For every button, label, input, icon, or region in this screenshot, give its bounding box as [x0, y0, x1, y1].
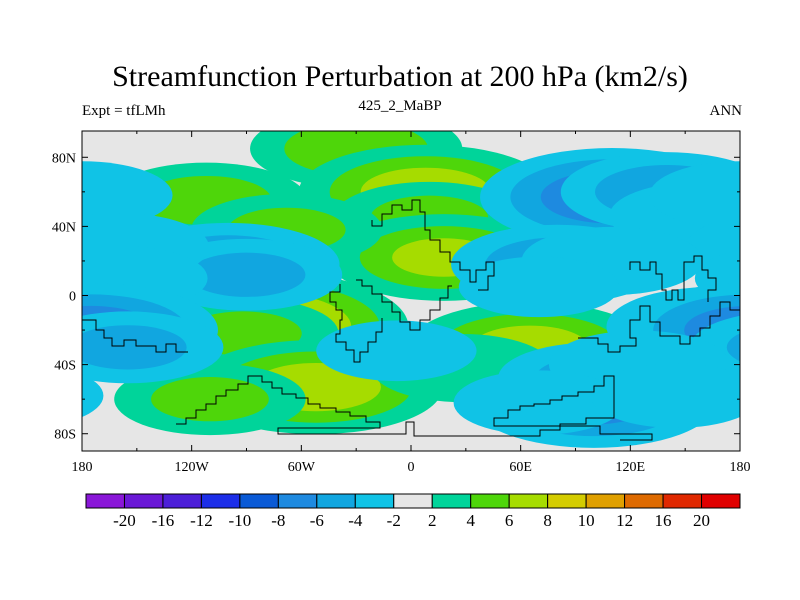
coastline-africa	[356, 279, 452, 331]
x-tick-label: 60W	[288, 460, 316, 475]
season-label: ANN	[709, 103, 743, 119]
colorbar-label: -12	[190, 511, 213, 530]
coastline-antarctica	[176, 375, 653, 441]
contour-band	[82, 161, 173, 230]
coastline-asia	[629, 255, 717, 302]
colorbar: -20 -16 -12 -10 -8 -6 -4 -2 2 4 6 8 10 12 16 20	[85, 493, 741, 530]
contour-band	[590, 363, 740, 428]
colorbar-box	[547, 493, 587, 509]
x-tick-label: 120W	[175, 460, 210, 475]
coastlines	[82, 199, 740, 441]
colorbar-box	[200, 493, 241, 509]
x-tick-label: 180	[730, 460, 751, 475]
colorbar-label: -10	[229, 511, 252, 530]
colorbar-label: -4	[348, 511, 363, 530]
colorbar-box	[123, 493, 164, 509]
colorbar-box	[701, 493, 741, 509]
coastline-america-south	[329, 284, 383, 363]
contour-band-wrap	[82, 374, 104, 418]
colorbar-label: 6	[505, 511, 514, 530]
y-tick-label: 80N	[52, 151, 76, 166]
x-tick-label: 60E	[509, 460, 532, 475]
contour-band	[458, 256, 620, 318]
colorbar-box	[662, 493, 703, 509]
contour-band-wrap	[0, 171, 25, 224]
colorbar-box	[508, 493, 549, 509]
coastline-indonesia	[578, 301, 740, 353]
contour-band	[151, 377, 269, 422]
contour-band-wrap	[726, 333, 740, 362]
x-tick-label: 180	[72, 460, 93, 475]
colorbar-label: 4	[466, 511, 475, 530]
anomaly-field	[0, 131, 740, 448]
colorbar-box	[277, 493, 318, 509]
colorbar-label: 2	[428, 511, 437, 530]
anomaly-center	[453, 370, 625, 435]
colorbar-box	[239, 493, 279, 509]
case-label: 425_2_MaBP	[358, 98, 442, 114]
anomaly-center	[316, 320, 477, 382]
experiment-label: Expt = tfLMh	[82, 103, 166, 119]
anomaly-center	[82, 161, 740, 230]
colorbar-box	[624, 493, 664, 509]
colorbar-label: 20	[693, 511, 710, 530]
colorbar-box	[85, 493, 125, 509]
y-tick-label: 0	[69, 290, 76, 305]
colorbar-box	[470, 493, 510, 509]
contour-band	[316, 320, 477, 382]
y-tick-label: 40N	[52, 220, 76, 235]
y-tick-label: 40S	[54, 359, 76, 374]
x-tick-label: 0	[408, 460, 415, 475]
contour-band	[453, 370, 625, 435]
contour-band	[82, 325, 187, 370]
colorbar-box	[316, 493, 356, 509]
colorbar-box	[585, 493, 626, 509]
coastline-america-north	[371, 199, 495, 291]
coastline-australia	[82, 319, 188, 353]
colorbar-label: 10	[578, 511, 595, 530]
contour-band-wrap	[649, 161, 740, 230]
colorbar-label: -6	[310, 511, 324, 530]
colorbar-label: -20	[113, 511, 136, 530]
colorbar-box	[162, 493, 202, 509]
y-tick-label: 80S	[54, 428, 76, 443]
colorbar-label: 12	[616, 511, 633, 530]
chart-title: Streamfunction Perturbation at 200 hPa (…	[112, 60, 688, 93]
contour-band-wrap	[0, 165, 81, 219]
contour-band-wrap	[0, 159, 56, 234]
axis-ticks: 180 120W 60W 0 60E 120E 180 80N 40N 0 40S 80S	[52, 131, 751, 475]
colorbar-label: -16	[152, 511, 175, 530]
contour-band	[187, 252, 306, 297]
anomaly-center	[82, 363, 740, 428]
colorbar-box	[354, 493, 395, 509]
colorbar-label: 16	[655, 511, 672, 530]
colorbar-label: -8	[271, 511, 285, 530]
colorbar-box	[393, 493, 433, 509]
anomaly-center	[458, 256, 620, 318]
x-tick-label: 120E	[616, 460, 646, 475]
colorbar-label: -2	[387, 511, 401, 530]
colorbar-box	[431, 493, 472, 509]
colorbar-label: 8	[543, 511, 552, 530]
anomaly-center	[114, 363, 306, 436]
